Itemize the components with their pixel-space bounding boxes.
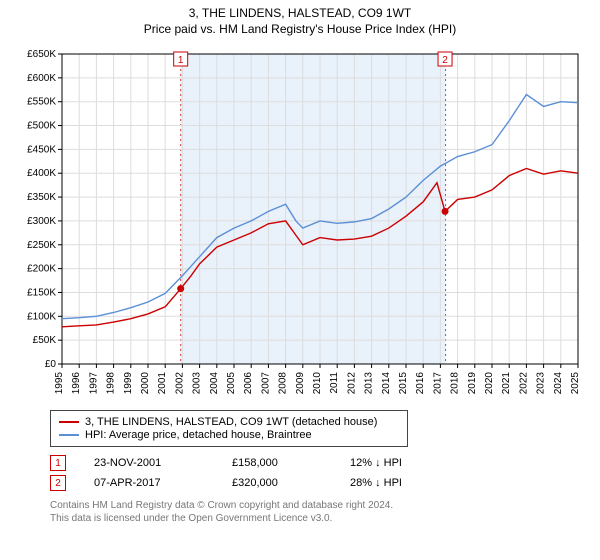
sale-row: 1 23-NOV-2001 £158,000 12% ↓ HPI — [50, 455, 600, 471]
svg-text:2009: 2009 — [295, 372, 306, 395]
svg-text:2006: 2006 — [243, 372, 254, 395]
svg-text:2017: 2017 — [432, 372, 443, 395]
legend-label: 3, THE LINDENS, HALSTEAD, CO9 1WT (detac… — [85, 416, 377, 428]
svg-text:2004: 2004 — [209, 372, 220, 395]
svg-text:£50K: £50K — [33, 335, 57, 346]
chart-container: £0 £50K £100K £150K £200K £250K £300K £350K £400… — [12, 44, 588, 404]
title-sub: Price paid vs. HM Land Registry's House … — [0, 22, 600, 36]
svg-text:2016: 2016 — [415, 372, 426, 395]
sale-price: £320,000 — [232, 477, 322, 489]
svg-text:£650K: £650K — [27, 49, 56, 60]
svg-text:£150K: £150K — [27, 287, 56, 298]
svg-text:2024: 2024 — [553, 372, 564, 395]
sale-date: 07-APR-2017 — [94, 477, 204, 489]
sale-row: 2 07-APR-2017 £320,000 28% ↓ HPI — [50, 475, 600, 491]
svg-text:2014: 2014 — [381, 372, 392, 395]
sale-price: £158,000 — [232, 457, 322, 469]
svg-text:2021: 2021 — [501, 372, 512, 395]
svg-text:2007: 2007 — [260, 372, 271, 395]
svg-text:£350K: £350K — [27, 192, 56, 203]
svg-text:£550K: £550K — [27, 97, 56, 108]
svg-text:£450K: £450K — [27, 144, 56, 155]
svg-text:£600K: £600K — [27, 73, 56, 84]
legend-row: HPI: Average price, detached house, Brai… — [59, 429, 399, 441]
legend-row: 3, THE LINDENS, HALSTEAD, CO9 1WT (detac… — [59, 416, 399, 428]
svg-text:2000: 2000 — [140, 372, 151, 395]
svg-text:2022: 2022 — [518, 372, 529, 395]
svg-text:2025: 2025 — [570, 372, 581, 395]
legend-swatch — [59, 434, 79, 436]
svg-text:£250K: £250K — [27, 240, 56, 251]
svg-text:2023: 2023 — [536, 372, 547, 395]
title-main: 3, THE LINDENS, HALSTEAD, CO9 1WT — [0, 6, 600, 20]
legend-swatch — [59, 421, 79, 423]
sale-marker: 1 — [50, 455, 66, 471]
svg-text:2002: 2002 — [174, 372, 185, 395]
legend: 3, THE LINDENS, HALSTEAD, CO9 1WT (detac… — [50, 410, 408, 447]
svg-text:1: 1 — [178, 55, 184, 66]
svg-text:£300K: £300K — [27, 216, 56, 227]
sale-table: 1 23-NOV-2001 £158,000 12% ↓ HPI 2 07-APR-201… — [50, 455, 600, 491]
svg-text:2: 2 — [442, 55, 448, 66]
price-chart: £0 £50K £100K £150K £200K £250K £300K £350K £400… — [12, 44, 588, 404]
svg-text:2001: 2001 — [157, 372, 168, 395]
svg-text:1999: 1999 — [123, 372, 134, 395]
svg-text:1995: 1995 — [54, 372, 65, 395]
svg-text:2003: 2003 — [192, 372, 203, 395]
sale-delta: 12% ↓ HPI — [350, 457, 402, 469]
svg-text:£200K: £200K — [27, 264, 56, 275]
svg-text:£100K: £100K — [27, 311, 56, 322]
svg-text:2013: 2013 — [364, 372, 375, 395]
svg-text:2005: 2005 — [226, 372, 237, 395]
footer-line-1: Contains HM Land Registry data © Crown c… — [50, 499, 600, 512]
svg-text:£400K: £400K — [27, 168, 56, 179]
sale-delta: 28% ↓ HPI — [350, 477, 402, 489]
svg-text:£500K: £500K — [27, 121, 56, 132]
svg-text:2008: 2008 — [278, 372, 289, 395]
data-attribution: Contains HM Land Registry data © Crown c… — [50, 499, 600, 525]
svg-text:1997: 1997 — [88, 372, 99, 395]
svg-text:2011: 2011 — [329, 372, 340, 394]
svg-text:2010: 2010 — [312, 372, 323, 395]
chart-titles: 3, THE LINDENS, HALSTEAD, CO9 1WT Price … — [0, 0, 600, 36]
svg-text:2015: 2015 — [398, 372, 409, 395]
svg-text:1996: 1996 — [71, 372, 82, 395]
legend-label: HPI: Average price, detached house, Brai… — [85, 429, 312, 441]
svg-text:2020: 2020 — [484, 372, 495, 395]
svg-text:2012: 2012 — [346, 372, 357, 395]
svg-text:£0: £0 — [45, 359, 57, 370]
sale-marker: 2 — [50, 475, 66, 491]
svg-text:1998: 1998 — [106, 372, 117, 395]
sale-date: 23-NOV-2001 — [94, 457, 204, 469]
footer-line-2: This data is licensed under the Open Gov… — [50, 512, 600, 525]
svg-text:2018: 2018 — [450, 372, 461, 395]
svg-text:2019: 2019 — [467, 372, 478, 395]
